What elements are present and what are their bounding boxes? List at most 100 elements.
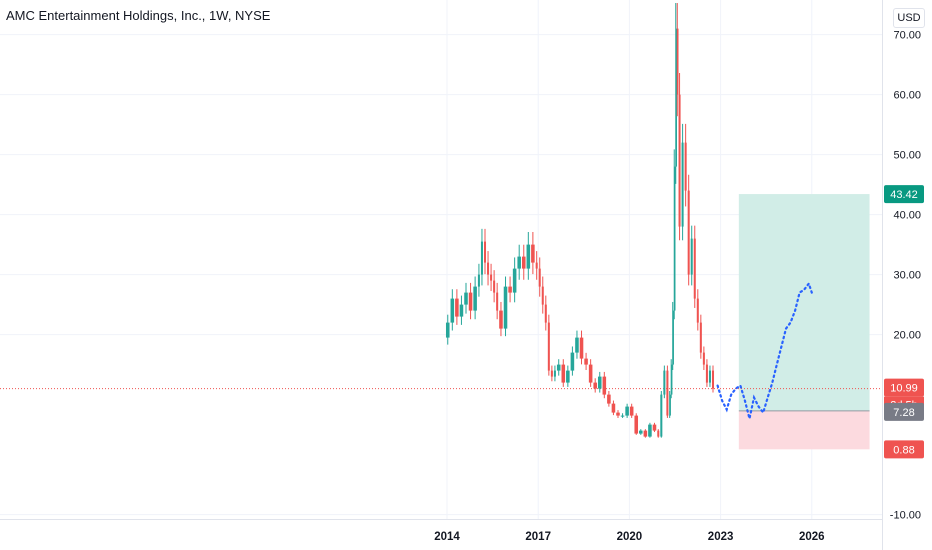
price-bar-body [526,244,531,269]
price-bar-body [477,274,480,287]
x-tick-label: 2014 [434,531,460,543]
price-bar-body [503,286,508,329]
price-axis[interactable]: 70.00 60.00 50.00 40.00 30.00 20.00 -10.00 [890,30,921,522]
price-bar-body [620,415,625,417]
price-bar-body [629,406,634,416]
chart-title: AMC Entertainment Holdings, Inc., 1W, NY… [6,8,271,23]
target-price-tag: 43.42 [890,189,918,201]
y-tick-label: -10.00 [890,510,921,522]
price-bar-body [579,337,584,359]
price-bar-body [450,298,455,323]
price-bar-body [538,268,541,287]
price-bar-body [673,166,676,311]
target-price-tag-background [884,185,924,204]
x-tick-label: 2020 [617,531,643,543]
price-bar-body [693,238,696,299]
price-bar-body [468,292,473,311]
currency-button[interactable]: USD [893,8,925,28]
stop-price-tag: 0.88 [893,444,914,456]
price-bar-body [708,370,711,383]
price-series [445,3,715,438]
price-bar-body [480,241,483,275]
price-bar-body [611,403,616,413]
price-bar-body [660,394,663,437]
stop-loss-zone[interactable] [738,410,870,450]
price-bar-body [499,310,503,329]
price-bar-body [669,394,671,416]
price-bar-body [597,376,602,389]
last-price-tag-background [884,378,924,397]
projection-path[interactable] [716,281,813,419]
price-bar-body [702,352,705,365]
y-tick-label: 60.00 [893,90,921,102]
price-bar-body [459,304,464,317]
price-bar-body [696,298,699,323]
grid-lines [0,0,882,519]
x-tick-label: 2026 [799,531,825,543]
y-tick-label: 30.00 [893,270,921,282]
price-bar-body [657,430,660,437]
price-bar-body [607,394,611,404]
price-bar-body [490,274,493,281]
price-bar-body [566,370,570,383]
y-tick-label: 20.00 [893,330,921,342]
price-bar-body [593,382,597,389]
price-bar-body [493,280,496,293]
price-bar-body [521,256,526,269]
price-bar-body [473,286,477,311]
long-position-tool[interactable] [738,194,870,450]
x-tick-label: 2023 [708,531,734,543]
time-axis[interactable]: 2014 2017 2020 2023 2026 [434,531,824,543]
profit-target-zone[interactable] [738,194,870,411]
last-price-tag: 10.99 [890,383,918,395]
price-bar-body [677,28,679,95]
price-bar-body [699,322,702,353]
price-bar-body [584,358,588,365]
price-bar-body [487,262,490,275]
price-bar-body [602,376,607,395]
price-bar-body [508,286,512,293]
price-bar-body [541,286,544,305]
price-bar-body [652,424,657,431]
price-bar-body [648,424,652,437]
price-bar-body [684,142,687,191]
price-bar-body [445,322,450,338]
price-bar-body [678,94,681,227]
price-bar-body [666,370,669,416]
price-bar-body [531,244,535,263]
entry-price-tag-background [884,402,924,421]
projection-line[interactable] [716,281,813,419]
price-bar-body [561,364,566,383]
price-bar-body [625,406,629,416]
price-bar-body [556,364,561,371]
price-bar-body [512,268,517,293]
price-bar-body [690,238,693,275]
price-bar-body [570,352,575,371]
price-bar-body [483,241,487,263]
price-bar-body [705,364,708,383]
y-tick-label: 70.00 [893,30,921,42]
price-bar-body [535,262,538,269]
price-bar-body [464,292,468,305]
price-bar-body [496,292,499,311]
price-bar-body [634,415,639,434]
price-bar-body [643,430,648,437]
price-bar-body [575,337,579,353]
y-tick-label: 40.00 [893,210,921,222]
price-bar-body [672,310,674,365]
price-bar-body [639,430,643,434]
price-bar-body [670,364,673,395]
price-bar-body [711,370,715,389]
price-bar-body [547,322,550,371]
price-bar-body [455,298,459,317]
y-tick-label: 50.00 [893,150,921,162]
entry-price-tag: 7.28 [893,407,914,419]
price-bar-body [517,256,521,269]
stop-price-tag-background [884,440,924,459]
price-bar-body [663,370,666,395]
price-bar-body [616,412,620,416]
price-bar-body [550,370,553,377]
price-bar-body [544,304,547,323]
